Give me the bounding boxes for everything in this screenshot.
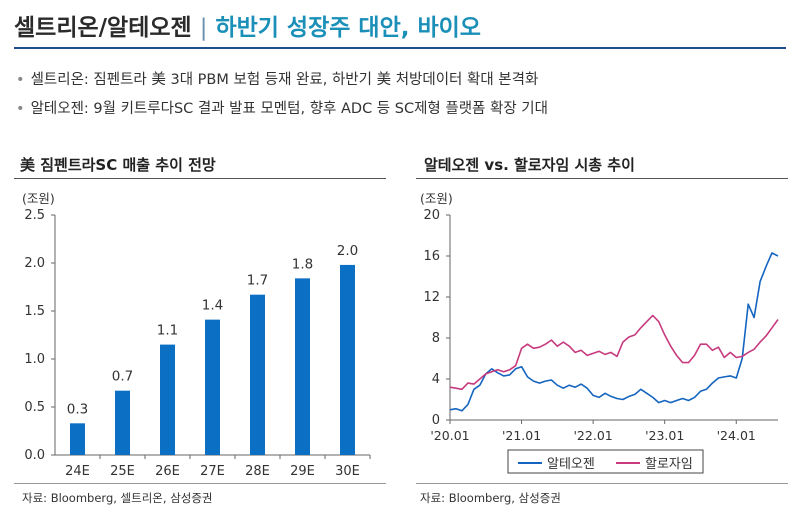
- bar-y-tick-label: 2.0: [24, 256, 45, 271]
- line-y-tick-label: 12: [423, 290, 440, 305]
- bar-data-label: 1.1: [157, 323, 178, 339]
- bullet-dot: •: [16, 72, 25, 88]
- line-y-tick-label: 0: [432, 413, 440, 428]
- bar: [205, 319, 220, 455]
- bullet-text: 셀트리온: 짐펜트라 美 3대 PBM 보험 등재 완료, 하반기 美 처방데이…: [30, 72, 539, 88]
- line-x-tick-label: '22.01: [574, 428, 613, 443]
- bar-x-tick-label: 24E: [65, 464, 90, 479]
- line-y-tick-label: 20: [423, 208, 440, 223]
- bar-data-label: 0.7: [112, 369, 133, 385]
- bar-y-tick-label: 2.5: [24, 208, 45, 223]
- line-y-tick-label: 16: [423, 249, 440, 264]
- title-rule: [14, 47, 786, 49]
- bar-y-tick-label: 1.5: [24, 304, 45, 319]
- legend-box: [507, 449, 704, 474]
- line-x-tick-label: '24.01: [717, 428, 756, 443]
- page-title-main: 셀트리온/알테오젠: [14, 15, 192, 41]
- line-y-tick-label: 8: [432, 331, 440, 346]
- bar-x-tick-label: 25E: [110, 464, 135, 479]
- bar-x-tick-label: 30E: [335, 464, 360, 479]
- line-x-tick-label: '21.01: [502, 428, 541, 443]
- bar: [70, 423, 85, 455]
- bar-x-tick-label: 26E: [155, 464, 180, 479]
- bullet-item: • 알테오젠: 9월 키트루다SC 결과 발표 모멘텀, 향후 ADC 등 SC제…: [16, 97, 548, 118]
- bullet-text: 알테오젠: 9월 키트루다SC 결과 발표 모멘텀, 향후 ADC 등 SC제형…: [30, 101, 548, 117]
- title-separator: |: [199, 15, 208, 41]
- bar: [115, 390, 130, 455]
- page-title: 셀트리온/알테오젠 | 하반기 성장주 대안, 바이오: [14, 8, 481, 42]
- right-chart-title: 알테오젠 vs. 할로자임 시총 추이: [424, 156, 635, 174]
- left-chart-source: 자료: Bloomberg, 셀트리온, 삼성증권: [22, 491, 213, 505]
- bar-x-tick-label: 28E: [245, 464, 270, 479]
- right-chart-bottom-rule: [416, 483, 788, 484]
- bar: [295, 278, 310, 455]
- left-chart-bottom-rule: [14, 483, 386, 484]
- bar-data-label: 1.7: [247, 273, 268, 289]
- series-line: [449, 314, 779, 391]
- right-chart-title-rule: [416, 178, 788, 179]
- legend-label: 할로자임: [645, 457, 693, 472]
- bar-y-tick-label: 1.0: [24, 352, 45, 367]
- page-title-sub: 하반기 성장주 대안, 바이오: [215, 15, 481, 41]
- bar-data-label: 0.3: [67, 401, 88, 417]
- legend-label: 알테오젠: [547, 457, 595, 472]
- bar-data-label: 2.0: [337, 243, 358, 259]
- right-chart-unit: (조원): [420, 191, 453, 206]
- series-line: [449, 252, 779, 412]
- line-y-tick-label: 4: [432, 372, 440, 387]
- left-chart-unit: (조원): [22, 191, 55, 206]
- bar-x-tick-label: 27E: [200, 464, 225, 479]
- left-chart-title-rule: [14, 178, 386, 179]
- bullet-dot: •: [16, 101, 25, 117]
- line-x-tick-label: '20.01: [430, 428, 469, 443]
- bar-y-tick-label: 0.5: [24, 400, 45, 415]
- bar: [340, 264, 355, 455]
- bar-x-tick-label: 29E: [290, 464, 315, 479]
- right-chart-source: 자료: Bloomberg, 삼성증권: [420, 491, 561, 505]
- line-chart: 0 4 8 12 16 20 '20.01 '21.01 '22.01 '23.01 '24.01 알…: [423, 208, 779, 474]
- bar-data-label: 1.8: [292, 256, 313, 272]
- bar: [160, 344, 175, 455]
- bullet-item: • 셀트리온: 짐펜트라 美 3대 PBM 보험 등재 완료, 하반기 美 처방데…: [16, 68, 538, 89]
- bar: [250, 294, 265, 455]
- left-chart-title: 美 짐펜트라SC 매출 추이 전망: [20, 156, 216, 174]
- bar-y-tick-label: 0.0: [24, 448, 45, 463]
- bar-chart: 0.0 0.5 1.0 1.5 2.0 2.5 0.3 24E 0.7 25E 1.1 26E 1.4 2…: [24, 208, 371, 479]
- bar-data-label: 1.4: [202, 298, 223, 314]
- line-x-tick-label: '23.01: [645, 428, 684, 443]
